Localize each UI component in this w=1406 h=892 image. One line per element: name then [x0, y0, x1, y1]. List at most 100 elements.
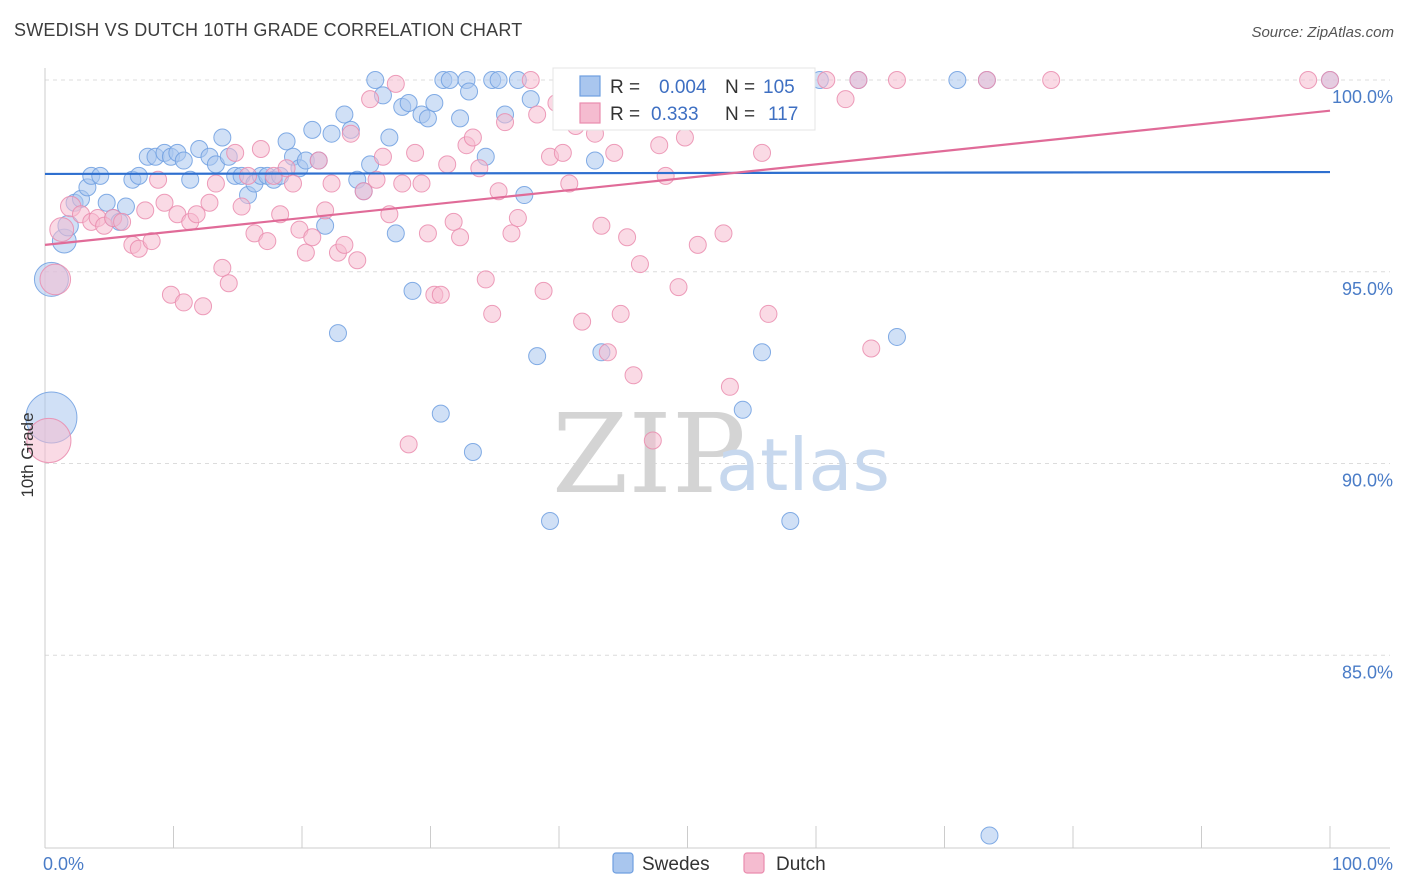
point-swedes-65 — [463, 442, 482, 461]
stats-r-value-swedes: 0.004 — [659, 77, 707, 98]
point-swedes-72 — [521, 90, 540, 109]
point-dutch-18 — [174, 293, 193, 312]
point-dutch-94 — [669, 278, 688, 297]
y-tick-label-1: 95.0% — [1342, 279, 1393, 299]
point-dutch-35 — [284, 174, 303, 193]
point-dutch-23 — [206, 174, 225, 193]
point-swedes-62 — [451, 109, 470, 128]
point-dutch-109 — [862, 339, 881, 358]
point-dutch-15 — [155, 193, 174, 212]
stats-r-label-dutch: R = — [610, 104, 640, 125]
point-dutch-65 — [476, 270, 495, 289]
point-swedes-9 — [97, 193, 116, 212]
stats-r-label-swedes: R = — [610, 77, 640, 98]
point-swedes-42 — [322, 124, 341, 143]
y-axis-label: 10th Grade — [18, 412, 37, 497]
y-tick-label-2: 90.0% — [1342, 471, 1393, 491]
point-dutch-110 — [887, 71, 906, 89]
legend-label-dutch: Dutch — [776, 854, 826, 875]
stats-swatch-dutch — [579, 102, 601, 124]
point-swedes-77 — [585, 151, 604, 170]
point-dutch-34 — [277, 159, 296, 178]
point-swedes-51 — [380, 128, 399, 147]
point-dutch-54 — [406, 143, 425, 162]
stats-swatch-swedes — [579, 75, 601, 97]
point-swedes-59 — [431, 404, 450, 423]
x-tick-labels: 0.0% 100.0% — [43, 854, 1393, 874]
point-dutch-9 — [113, 212, 132, 231]
point-dutch-13 — [142, 232, 161, 251]
point-dutch-2 — [49, 217, 75, 242]
trend-line-swedes — [44, 170, 1331, 176]
legend-swatch-dutch — [743, 852, 765, 874]
point-dutch-92 — [656, 166, 675, 185]
x-tick-label-0: 0.0% — [43, 854, 84, 874]
grid-layer — [45, 79, 1390, 656]
point-dutch-99 — [714, 224, 733, 243]
point-swedes-55 — [403, 281, 422, 300]
watermark-atlas: atlas — [716, 423, 890, 507]
watermark: ZIP atlas — [552, 390, 890, 518]
point-dutch-70 — [508, 209, 527, 228]
y-tick-label-0: 100.0% — [1332, 87, 1393, 107]
point-swedes-84 — [753, 343, 772, 362]
point-swedes-54 — [399, 94, 418, 113]
stats-n-value-dutch: 117 — [768, 104, 798, 125]
point-dutch-45 — [348, 251, 367, 270]
stats-n-value-swedes: 105 — [763, 77, 795, 98]
point-swedes-74 — [541, 512, 560, 531]
trend-layer — [44, 109, 1331, 246]
point-dutch-76 — [553, 143, 572, 162]
point-dutch-30 — [251, 140, 270, 159]
point-dutch-39 — [309, 151, 328, 170]
point-dutch-85 — [611, 304, 630, 323]
point-swedes-35 — [277, 132, 296, 151]
point-dutch-27 — [232, 197, 251, 216]
point-dutch-49 — [373, 147, 392, 166]
point-dutch-47 — [361, 90, 380, 109]
point-dutch-25 — [219, 274, 238, 293]
point-dutch-79 — [573, 312, 592, 331]
point-dutch-86 — [618, 228, 637, 247]
point-dutch-46 — [354, 182, 373, 201]
point-dutch-67 — [489, 182, 508, 201]
point-swedes-92 — [980, 826, 999, 845]
point-dutch-55 — [412, 174, 431, 193]
point-dutch-28 — [239, 166, 258, 185]
stats-n-label-dutch: N = — [725, 104, 755, 125]
point-dutch-90 — [643, 431, 662, 450]
y-tick-labels: 100.0% 95.0% 90.0% 85.0% — [1332, 87, 1393, 682]
point-swedes-73 — [528, 347, 547, 366]
point-swedes-90 — [948, 71, 967, 89]
point-dutch-58 — [431, 285, 450, 304]
series-legend: Swedes Dutch — [612, 852, 826, 875]
point-swedes-89 — [887, 327, 906, 346]
trend-line-dutch — [44, 109, 1331, 246]
point-swedes-52 — [386, 224, 405, 243]
point-dutch-20 — [187, 205, 206, 224]
point-dutch-56 — [418, 224, 437, 243]
point-swedes-39 — [303, 120, 322, 139]
point-dutch-108 — [849, 71, 868, 89]
legend-label-swedes: Swedes — [642, 854, 710, 875]
x-tick-label-1: 100.0% — [1332, 854, 1393, 874]
point-dutch-21 — [194, 297, 213, 316]
point-dutch-33 — [271, 205, 290, 224]
point-swedes-25 — [213, 128, 232, 147]
point-dutch-1 — [39, 263, 72, 296]
legend-swatch-swedes — [612, 852, 634, 874]
stats-r-value-dutch: 0.333 — [651, 104, 699, 125]
point-dutch-112 — [1042, 71, 1061, 89]
point-dutch-106 — [817, 71, 836, 89]
point-dutch-84 — [605, 143, 624, 162]
point-dutch-71 — [521, 71, 540, 89]
point-swedes-8 — [91, 166, 110, 185]
source-label: Source: ZipAtlas.com — [1251, 24, 1394, 41]
point-swedes-57 — [418, 109, 437, 128]
point-dutch-12 — [136, 201, 155, 220]
point-dutch-107 — [836, 90, 855, 109]
point-dutch-113 — [1299, 71, 1318, 89]
point-dutch-51 — [386, 74, 405, 93]
stats-legend: R = 0.004 N = 105 R = 0.333 N = 117 — [552, 67, 816, 131]
